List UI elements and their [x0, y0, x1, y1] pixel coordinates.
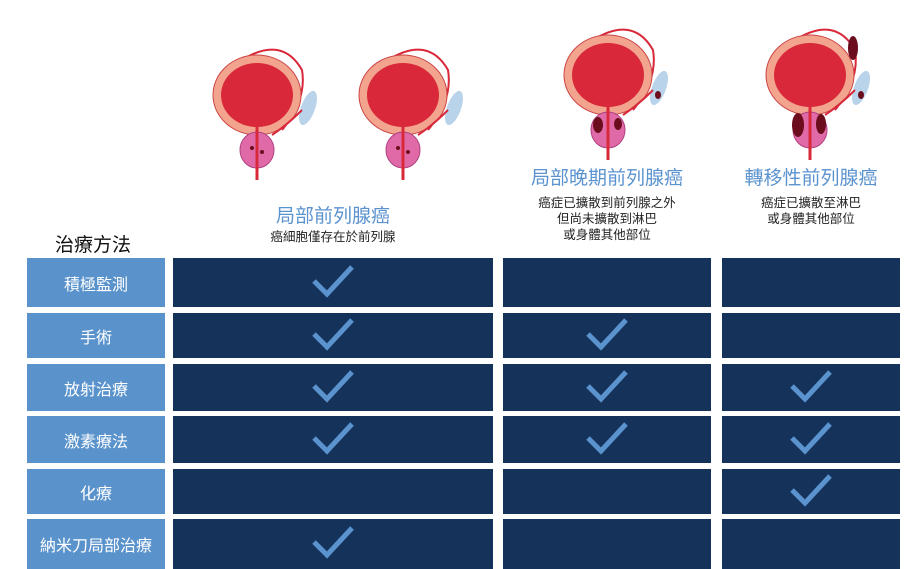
checkmark-icon	[584, 420, 630, 460]
table-cell	[503, 313, 711, 358]
table-cell	[173, 258, 493, 307]
prostate-illustration	[563, 20, 673, 164]
checkmark-icon	[310, 420, 356, 460]
prostate-illustration	[212, 40, 322, 184]
methods-header: 治療方法	[55, 234, 132, 256]
subtitle-line: 癌症已擴散至淋巴	[760, 195, 861, 210]
table-cell	[722, 313, 900, 358]
prostate-illustration	[765, 20, 875, 164]
table-cell	[722, 469, 900, 514]
checkmark-icon	[788, 472, 834, 512]
column-title-metastatic: 轉移性前列腺癌	[744, 167, 878, 189]
treatment-label: 化療	[27, 469, 165, 514]
treatment-label: 納米刀局部治療	[27, 519, 165, 569]
column-subtitle-locally-advanced: 癌症已擴散到前列腺之外 但尚未擴散到淋巴 或身體其他部位	[503, 195, 711, 243]
checkmark-icon	[310, 524, 356, 564]
checkmark-icon	[788, 420, 834, 460]
table-cell	[173, 313, 493, 358]
treatment-label: 積極監測	[27, 258, 165, 307]
treatment-label: 放射治療	[27, 364, 165, 411]
subtitle-line: 但尚未擴散到淋巴	[556, 211, 657, 226]
checkmark-icon	[584, 316, 630, 356]
column-subtitle-localized: 癌細胞僅存在於前列腺	[173, 229, 493, 245]
table-cell	[722, 364, 900, 411]
checkmark-icon	[584, 368, 630, 408]
checkmark-icon	[788, 368, 834, 408]
checkmark-icon	[310, 263, 356, 303]
table-cell	[503, 519, 711, 569]
table-cell	[503, 364, 711, 411]
table-cell	[722, 258, 900, 307]
table-cell	[722, 519, 900, 569]
treatment-label: 激素療法	[27, 416, 165, 463]
column-subtitle-metastatic: 癌症已擴散至淋巴 或身體其他部位	[722, 195, 900, 227]
table-cell	[173, 364, 493, 411]
checkmark-icon	[310, 368, 356, 408]
table-cell	[503, 416, 711, 463]
subtitle-line: 或身體其他部位	[563, 227, 651, 242]
table-cell	[173, 416, 493, 463]
subtitle-line: 癌細胞僅存在於前列腺	[270, 229, 396, 244]
prostate-illustration	[358, 40, 468, 184]
treatment-label: 手術	[27, 313, 165, 358]
table-cell	[503, 469, 711, 514]
column-title-locally-advanced: 局部晚期前列腺癌	[530, 167, 683, 189]
table-cell	[722, 416, 900, 463]
column-title-localized: 局部前列腺癌	[275, 205, 390, 227]
table-cell	[173, 469, 493, 514]
checkmark-icon	[310, 316, 356, 356]
subtitle-line: 或身體其他部位	[767, 211, 855, 226]
subtitle-line: 癌症已擴散到前列腺之外	[538, 195, 676, 210]
table-cell	[173, 519, 493, 569]
table-cell	[503, 258, 711, 307]
